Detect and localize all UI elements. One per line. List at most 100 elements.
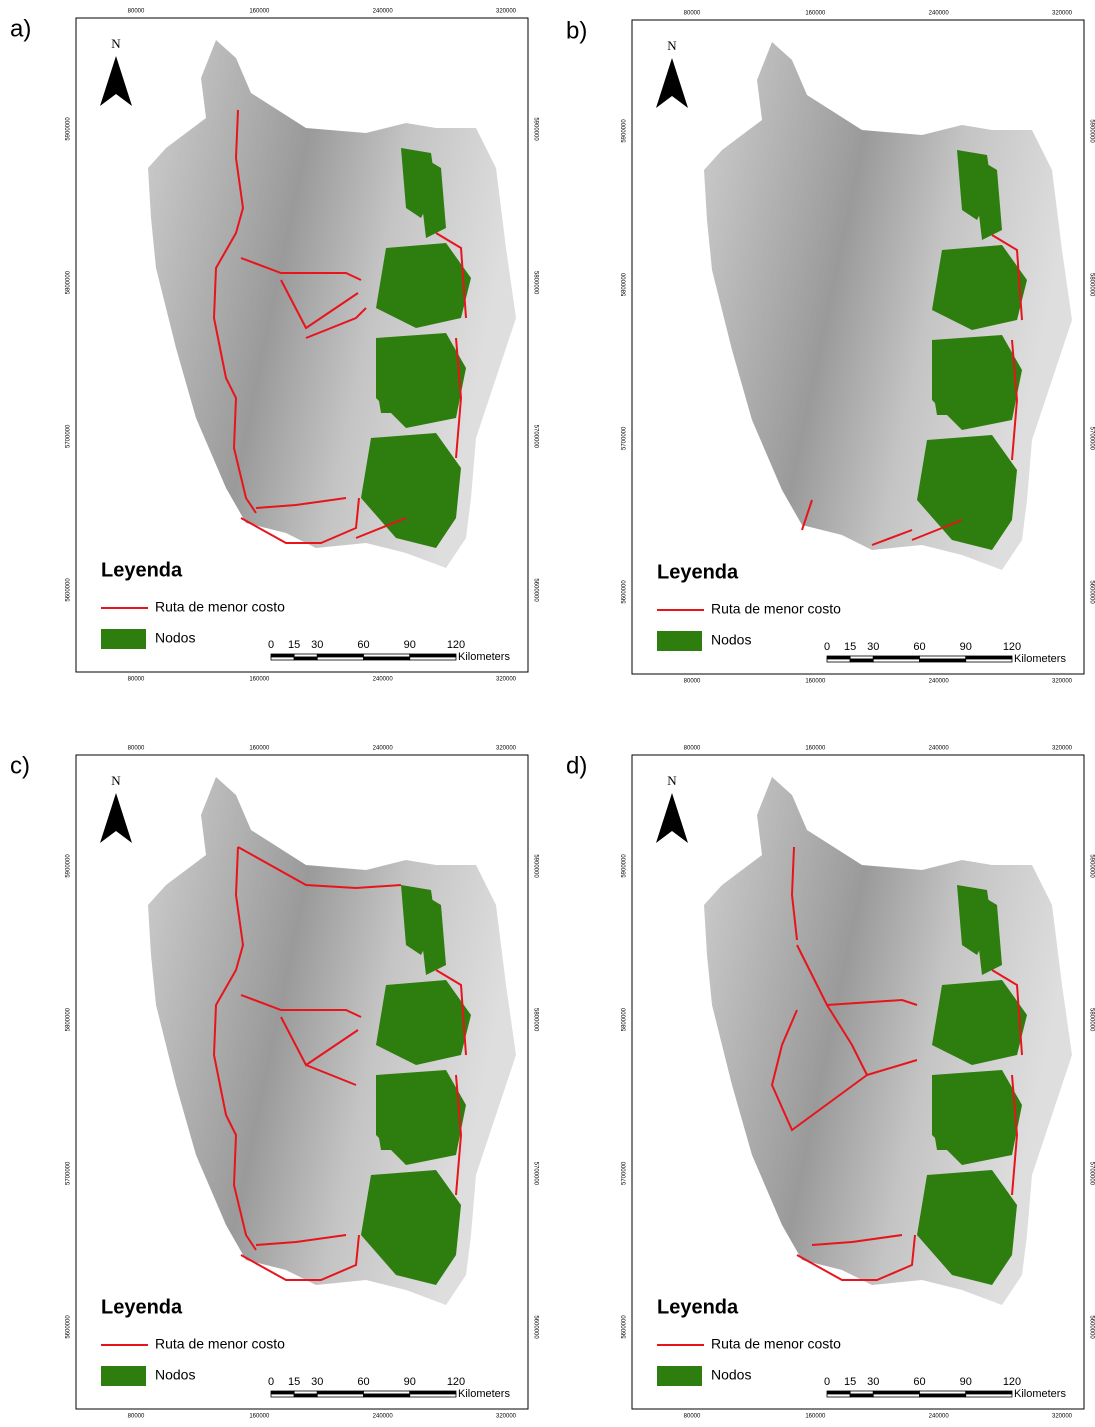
x-coord-label: 80000 [128,746,145,752]
y-coord-label: 5600000 [1088,1315,1094,1339]
y-coord-label: 5800000 [532,271,538,295]
legend-title: Leyenda [101,559,183,581]
scale-label: 90 [960,641,972,653]
scale-segment [966,659,1012,662]
x-coord-label: 80000 [684,746,701,752]
y-coord-label: 5900000 [66,854,72,878]
x-coord-label: 160000 [249,677,270,683]
scale-unit: Kilometers [1014,1388,1066,1400]
y-coord-label: 5900000 [532,854,538,878]
legend-title: Leyenda [101,1296,183,1318]
y-coord-label: 5700000 [66,424,72,448]
figure: a)80000800001600001600002400002400003200… [0,0,1095,1422]
scale-label: 15 [288,639,300,651]
x-coord-label: 320000 [1052,1414,1073,1420]
x-coord-label: 160000 [249,1414,270,1420]
scale-label: 0 [268,1376,274,1388]
scale-segment [271,1391,294,1394]
scale-label: 15 [288,1376,300,1388]
scale-segment [294,1394,317,1397]
legend-route-label: Ruta de menor costo [155,599,285,615]
scale-unit: Kilometers [458,1388,510,1400]
y-coord-label: 5800000 [622,1007,628,1031]
scale-label: 30 [311,1376,323,1388]
y-coord-label: 5900000 [622,854,628,878]
scale-segment [920,1391,966,1394]
scale-label: 60 [357,1376,369,1388]
scale-segment [873,1394,919,1397]
north-label: N [667,773,677,788]
y-coord-label: 5600000 [1088,580,1094,604]
legend-route-label: Ruta de menor costo [711,1336,841,1352]
scale-segment [827,1391,850,1394]
scale-segment [317,657,363,660]
x-coord-label: 160000 [805,11,826,17]
scale-segment [850,1391,873,1394]
x-coord-label: 240000 [929,746,950,752]
scale-segment [873,1391,919,1394]
scale-segment [920,659,966,662]
scale-label: 0 [824,1376,830,1388]
scale-segment [317,1391,363,1394]
y-coord-label: 5700000 [532,425,538,449]
x-coord-label: 240000 [373,1414,394,1420]
y-coord-label: 5600000 [66,1315,72,1339]
x-coord-label: 80000 [684,11,701,17]
scale-segment [850,1394,873,1397]
y-coord-label: 5700000 [1088,1162,1094,1186]
x-coord-label: 80000 [684,1414,701,1420]
x-coord-label: 240000 [929,1414,950,1420]
x-coord-label: 320000 [496,1414,517,1420]
y-coord-label: 5800000 [622,272,628,296]
scale-segment [317,654,363,657]
y-coord-label: 5600000 [622,580,628,604]
legend-route-label: Ruta de menor costo [711,601,841,617]
x-coord-label: 240000 [373,746,394,752]
y-coord-label: 5800000 [66,270,72,294]
scale-label: 90 [960,1376,972,1388]
legend-node-label: Nodos [711,1367,751,1383]
x-coord-label: 160000 [249,746,270,752]
scale-unit: Kilometers [1014,653,1066,665]
x-coord-label: 160000 [249,9,270,15]
scale-segment [827,1394,850,1397]
x-coord-label: 240000 [373,9,394,15]
scale-segment [966,656,1012,659]
legend-node-label: Nodos [155,630,195,646]
map-panel: 8000080000160000160000240000240000320000… [622,746,1095,1420]
x-coord-label: 320000 [1052,679,1073,685]
scale-segment [364,654,410,657]
y-coord-label: 5700000 [622,1161,628,1185]
scale-segment [294,654,317,657]
scale-label: 120 [1003,1376,1021,1388]
scale-segment [294,657,317,660]
scale-segment [271,657,294,660]
scale-label: 90 [404,1376,416,1388]
legend-title: Leyenda [657,561,739,583]
north-label: N [111,36,121,51]
scale-label: 30 [867,1376,879,1388]
scale-segment [410,1394,456,1397]
north-label: N [111,773,121,788]
y-coord-label: 5900000 [532,117,538,141]
scale-segment [850,656,873,659]
scale-segment [920,656,966,659]
scale-segment [410,654,456,657]
scale-segment [966,1391,1012,1394]
scale-label: 60 [913,641,925,653]
legend-node-label: Nodos [711,632,751,648]
x-coord-label: 320000 [496,677,517,683]
x-coord-label: 320000 [496,9,517,15]
legend-route-label: Ruta de menor costo [155,1336,285,1352]
x-coord-label: 160000 [805,746,826,752]
y-coord-label: 5600000 [532,1315,538,1339]
legend-node-swatch [657,631,702,651]
y-coord-label: 5700000 [622,426,628,450]
scale-label: 120 [1003,641,1021,653]
panel-label: c) [10,752,30,779]
y-coord-label: 5800000 [1088,1008,1094,1032]
scale-label: 15 [844,1376,856,1388]
y-coord-label: 5600000 [532,578,538,602]
y-coord-label: 5700000 [66,1161,72,1185]
x-coord-label: 80000 [128,677,145,683]
